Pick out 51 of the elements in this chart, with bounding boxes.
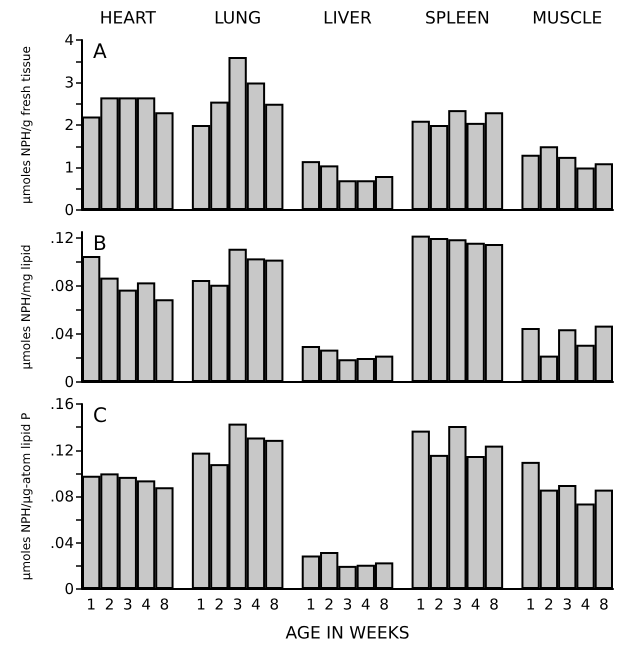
y-tick-label: 1 [64,158,74,176]
x-tick-label: 4 [361,596,371,614]
y-tick-label: 4 [64,31,74,49]
y-tick-label: 3 [64,74,74,92]
text: SPLEEN [425,8,490,28]
chart-title: B [93,231,107,255]
y-axis-title: µmoles NPH/mg lipid [19,244,33,370]
x-tick-label: 8 [489,596,499,614]
x-tick-label: 2 [104,596,114,614]
x-tick-label: 8 [160,596,170,614]
y-tick-label: .12 [50,441,74,460]
chart-title: C [93,403,107,427]
x-tick-label: 8 [379,596,389,614]
x-tick-label: 1 [526,596,536,614]
x-tick-label: 4 [580,596,590,614]
x-tick-label: 4 [470,596,480,614]
text: MUSCLE [532,8,602,28]
x-tick-label: 2 [324,596,334,614]
x-tick-label: 3 [452,596,462,614]
x-tick-label: 1 [196,596,206,614]
y-tick-label: 2 [64,116,74,134]
x-tick-label: 3 [342,596,352,614]
y-tick-label: 0 [64,580,74,598]
y-tick-label: .04 [50,534,74,552]
y-tick-label: .08 [50,277,74,295]
x-axis-title: AGE IN WEEKS [285,624,410,644]
chart-title: A [93,39,107,63]
x-tick-label: 8 [269,596,280,614]
y-tick-label: .08 [50,488,74,506]
x-tick-label: 1 [416,596,426,614]
x-tick-label: 1 [306,596,316,614]
y-tick-label: .04 [50,325,74,343]
text: HEART [100,8,156,28]
text: LIVER [323,8,372,28]
x-tick-label: 1 [86,596,96,614]
x-tick-label: 3 [232,596,242,614]
x-tick-label: 3 [562,596,572,614]
x-tick-label: 4 [251,596,261,614]
y-tick-label: 0 [64,201,74,219]
x-tick-label: 2 [544,596,554,614]
x-tick-label: 3 [123,596,133,614]
y-tick-label: .12 [50,229,74,247]
text: LUNG [214,8,262,28]
y-axis-title: µmoles NPH/µg-atom lipid P [19,412,33,580]
x-tick-label: 2 [434,596,444,614]
y-tick-label: 0 [64,373,74,391]
x-tick-label: 2 [214,596,224,614]
x-tick-label: 8 [599,596,609,614]
x-tick-label: 4 [141,596,151,614]
y-tick-label: .16 [50,395,74,413]
y-axis-title: µmoles NPH/g fresh tissue [19,46,33,204]
